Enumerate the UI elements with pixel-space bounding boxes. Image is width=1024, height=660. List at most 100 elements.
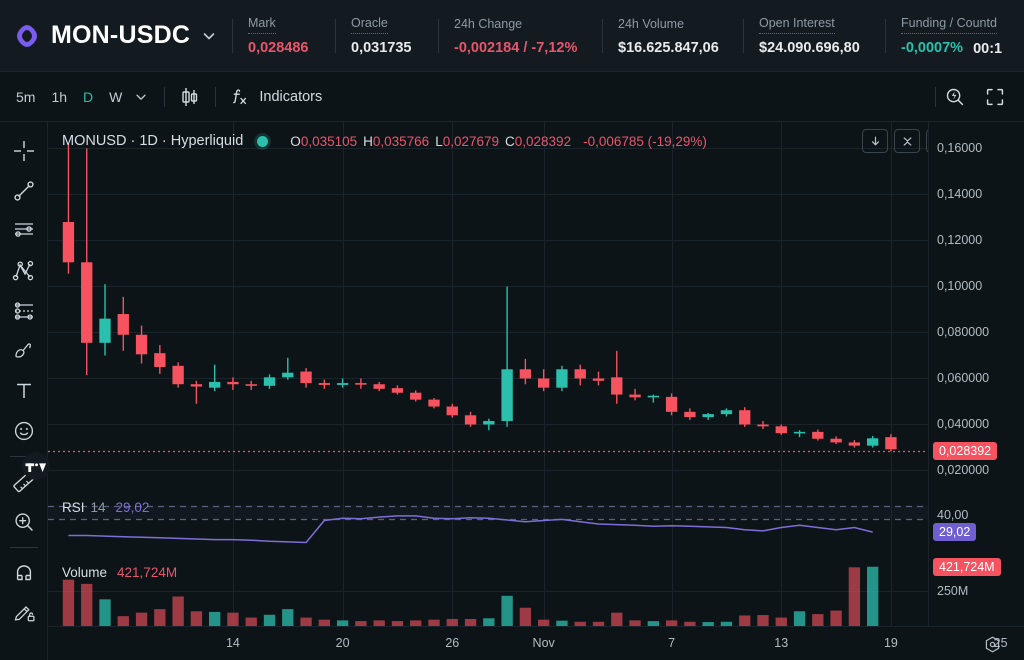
rail-divider xyxy=(9,456,38,457)
time-tick-label: 20 xyxy=(335,636,350,650)
chart-toolbar: 5m 1h D W Indicators xyxy=(0,72,1024,122)
time-tick-label: 19 xyxy=(883,636,898,650)
zoom-in-icon[interactable] xyxy=(5,502,43,542)
price-tick-label: 0,10000 xyxy=(937,279,983,294)
rsi-period: 14 xyxy=(90,500,106,515)
price-axis[interactable]: 0,16000 0,14000 0,12000 0,10000 0,080000… xyxy=(928,122,1024,660)
time-tick-label: 26 xyxy=(445,636,460,650)
ohlc-high-value: 0,035766 xyxy=(372,133,430,149)
stat-24h-volume: 24h Volume $16.625.847,06 xyxy=(603,15,743,57)
header-divider xyxy=(885,18,886,53)
stat-label: Funding / Countd xyxy=(901,16,997,34)
time-tick-label: Nov xyxy=(532,636,555,650)
header-divider xyxy=(743,18,744,53)
stat-funding-countdown: Funding / Countd -0,0007% 00:1 xyxy=(886,14,1002,57)
price-tick-label: 0,060000 xyxy=(937,371,990,386)
volume-value: 421,724M xyxy=(117,565,178,580)
stat-value: 0,028486 xyxy=(248,40,309,56)
toolbar-divider xyxy=(215,86,217,107)
ohlc-close-key: C xyxy=(505,133,515,149)
monad-diamond-icon xyxy=(14,23,40,49)
chevron-down-icon[interactable] xyxy=(130,86,152,108)
fullscreen-icon[interactable] xyxy=(982,84,1008,110)
brush-icon[interactable] xyxy=(5,331,43,371)
price-tick-label: 0,040000 xyxy=(937,417,990,432)
drawing-tools-rail xyxy=(0,122,48,660)
stat-label: 24h Change xyxy=(454,16,523,31)
price-tick-label: 0,14000 xyxy=(937,187,983,202)
timeframe-5m[interactable]: 5m xyxy=(16,88,36,105)
stat-value: $16.625.847,06 xyxy=(618,39,719,56)
emoji-icon[interactable] xyxy=(5,411,43,451)
indicators-button[interactable]: Indicators xyxy=(259,88,323,105)
ohlc-low-key: L xyxy=(435,133,443,149)
stat-value: 0,031735 xyxy=(351,40,412,56)
price-tick-label: 0,020000 xyxy=(937,463,990,478)
candlestick-icon[interactable] xyxy=(177,85,203,109)
live-status-dot xyxy=(257,135,269,147)
rsi-label: RSI xyxy=(62,500,85,515)
collapse-icon[interactable] xyxy=(894,129,920,153)
text-tool-icon[interactable] xyxy=(5,371,43,411)
tradingview-logo-icon[interactable] xyxy=(22,452,50,480)
ohlc-high-key: H xyxy=(363,133,373,149)
ohlc-close-value: 0,028392 xyxy=(514,133,572,149)
price-tick-label: 0,16000 xyxy=(937,141,983,156)
stat-label: Oracle xyxy=(351,16,388,34)
symbol-name: MON-USDC xyxy=(51,21,191,49)
pitchfork-icon[interactable] xyxy=(5,251,43,291)
price-tick-label: 0,12000 xyxy=(937,233,983,248)
stat-24h-change: 24h Change -0,002184 / -7,12% xyxy=(439,15,602,57)
fx-icon[interactable] xyxy=(228,86,250,108)
stat-oracle: Oracle 0,031735 xyxy=(336,14,438,57)
rsi-legend: RSI 14 29,02 xyxy=(62,500,149,515)
timeframe-w[interactable]: W xyxy=(109,88,123,105)
volume-legend: Volume 421,724M xyxy=(62,565,177,580)
stat-mark: Mark 0,028486 xyxy=(233,14,335,57)
time-tick-label: 14 xyxy=(225,636,240,650)
header-divider xyxy=(438,18,439,53)
fib-projection-icon[interactable] xyxy=(5,291,43,331)
chart-canvas[interactable]: MONUSD · 1D · Hyperliquid O0,035105 H0,03… xyxy=(48,122,1024,660)
timeframe-1h[interactable]: 1h xyxy=(51,88,68,105)
funding-rate-value: -0,0007% xyxy=(901,40,964,56)
market-header: MON-USDC Mark 0,028486 Oracle 0,031735 2… xyxy=(0,0,1024,72)
rsi-value-badge: 29,02 xyxy=(933,523,977,542)
stat-label: Mark xyxy=(248,16,276,34)
time-tick-label: 7 xyxy=(668,636,676,650)
ohlc-readout: O0,035105 H0,035766 L0,027679 C0,028392 -0,0… xyxy=(290,134,707,149)
magnet-icon[interactable] xyxy=(5,553,43,593)
header-divider xyxy=(232,18,233,53)
chart-settings-gear-icon[interactable] xyxy=(982,634,1002,654)
ohlc-open-value: 0,035105 xyxy=(300,133,358,149)
chevron-down-icon[interactable] xyxy=(201,28,217,44)
funding-countdown-value: 00:1 xyxy=(973,40,1003,57)
header-divider xyxy=(335,18,336,53)
ohlc-low-value: 0,027679 xyxy=(442,133,500,149)
stat-open-interest: Open Interest $24.090.696,80 xyxy=(744,14,885,57)
volume-level-label: 250M xyxy=(937,583,969,598)
crosshair-cursor-icon[interactable] xyxy=(5,131,43,171)
rail-divider xyxy=(9,547,38,548)
toolbar-divider xyxy=(164,86,166,107)
trend-line-icon[interactable] xyxy=(5,171,43,211)
stat-value: -0,002184 / -7,12% xyxy=(454,39,578,56)
toolbar-divider xyxy=(935,86,936,107)
symbol-selector[interactable]: MON-USDC xyxy=(0,21,232,50)
lightning-search-icon[interactable] xyxy=(942,84,968,110)
volume-value-badge: 421,724M xyxy=(933,557,1001,576)
stat-label: 24h Volume xyxy=(618,16,685,31)
rsi-value: 29,02 xyxy=(115,500,150,515)
header-divider xyxy=(602,18,603,53)
pencil-lock-icon[interactable] xyxy=(5,593,43,633)
current-price-badge: 0,028392 xyxy=(933,442,998,461)
stat-value: $24.090.696,80 xyxy=(759,40,860,56)
download-arrow-icon[interactable] xyxy=(862,129,888,153)
horizontal-lines-icon[interactable] xyxy=(5,211,43,251)
time-axis[interactable]: 14 20 26 Nov 7 13 19 25 Dec xyxy=(48,626,1024,660)
timeframe-d[interactable]: D xyxy=(83,88,94,105)
price-tick-label: 0,080000 xyxy=(937,325,990,340)
chart-graphics xyxy=(48,122,1024,627)
stat-label: Open Interest xyxy=(759,16,835,34)
